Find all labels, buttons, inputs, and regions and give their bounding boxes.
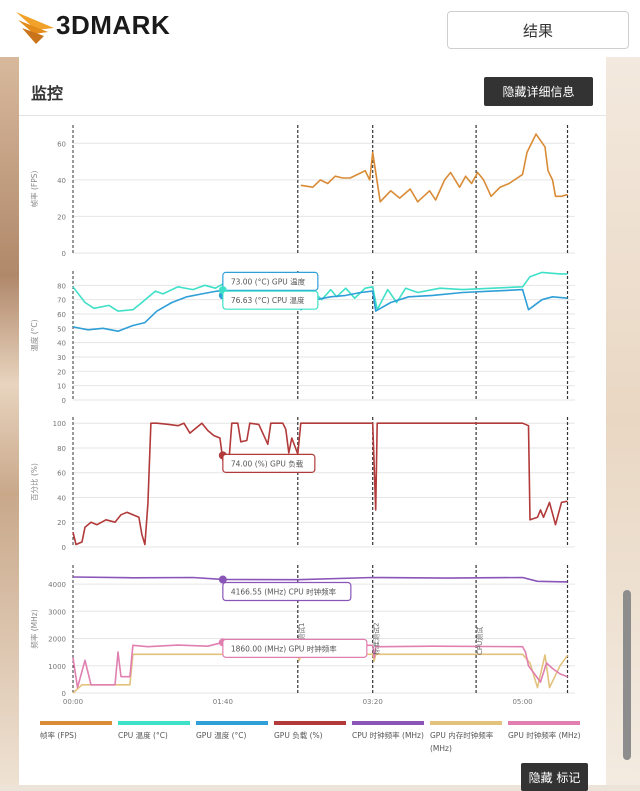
background-artwork-left: [0, 57, 19, 785]
legend-swatch: [508, 721, 580, 725]
monitoring-chart: 0 20 40 60 帧率 (FPS) 0 10 20 30 40 50 60 70 80 温度 (°C) 0…: [29, 125, 575, 706]
hide-markers-button[interactable]: 隐藏 标记: [521, 763, 588, 791]
panel-title: 监控: [31, 84, 64, 103]
y-tick-label: 0: [62, 690, 66, 698]
legend-item[interactable]: GPU 温度 (°C): [196, 721, 271, 742]
y-tick-label: 20: [57, 519, 66, 527]
y-axis-label: 温度 (°C): [29, 319, 39, 351]
tooltip-box: [222, 290, 319, 310]
y-tick-label: 2000: [48, 636, 66, 644]
y-tick-label: 0: [62, 250, 66, 258]
y-tick-label: 1000: [48, 663, 66, 671]
series-line-cpu_clock: [72, 576, 568, 583]
y-tick-label: 40: [57, 177, 66, 185]
legend-label: 帧率 (FPS): [40, 731, 77, 740]
series-line-gpu_mem_clock: [72, 653, 569, 694]
legend-swatch: [430, 721, 502, 725]
legend-swatch: [118, 721, 190, 725]
legend-swatch: [40, 721, 112, 725]
y-axis-label: 频率 (MHz): [29, 609, 39, 648]
x-tick-label: 03:20: [363, 698, 383, 706]
y-tick-label: 40: [57, 494, 66, 502]
results-button[interactable]: 结果: [447, 11, 629, 49]
series-line-gpu_load: [72, 422, 568, 546]
tooltip-text: 74.00 (%) GPU 负载: [231, 458, 304, 468]
x-tick-label: 01:40: [213, 698, 233, 706]
legend-swatch: [196, 721, 268, 725]
legend-item[interactable]: CPU 温度 (°C): [118, 721, 193, 742]
y-tick-label: 30: [57, 354, 66, 362]
app-header: 3DMARK 结果: [0, 0, 640, 57]
tooltip-box: [222, 581, 352, 602]
legend-item[interactable]: GPU 内存时钟频率 (MHz): [430, 721, 505, 755]
panel-divider: [19, 115, 606, 116]
legend-item[interactable]: 帧率 (FPS): [40, 721, 115, 742]
y-tick-label: 4000: [48, 581, 66, 589]
page-scrollbar[interactable]: [623, 590, 631, 760]
tooltip-text: 1860.00 (MHz) GPU 时钟频率: [231, 643, 337, 653]
tooltip-text: 4166.55 (MHz) CPU 时钟频率: [231, 587, 337, 597]
y-tick-label: 40: [57, 340, 66, 348]
y-tick-label: 60: [57, 470, 66, 478]
legend-label: CPU 时钟频率 (MHz): [352, 731, 424, 740]
legend-item[interactable]: CPU 时钟频率 (MHz): [352, 721, 427, 742]
series-line-fps: [300, 133, 568, 203]
legend-label: GPU 内存时钟频率 (MHz): [430, 731, 494, 753]
hide-details-button[interactable]: 隐藏详细信息: [484, 77, 593, 106]
legend-label: CPU 温度 (°C): [118, 731, 168, 740]
brand-wordmark: 3DMARK: [56, 10, 171, 40]
series-line-gpu_temp: [72, 286, 568, 332]
legend-swatch: [274, 721, 346, 725]
y-tick-label: 100: [53, 420, 66, 428]
legend-swatch: [352, 721, 424, 725]
y-tick-label: 3000: [48, 608, 66, 616]
3dmark-logo-icon: [16, 12, 54, 44]
legend-label: GPU 时钟频率 (MHz): [508, 731, 581, 740]
y-tick-label: 20: [57, 213, 66, 221]
x-tick-label: 05:00: [512, 698, 532, 706]
tooltip-box: [222, 453, 316, 473]
legend-label: GPU 负载 (%): [274, 731, 323, 740]
marker-label: CPU测试: [475, 627, 484, 655]
y-tick-label: 80: [57, 445, 66, 453]
tooltip-text: 76.63 (°C) CPU 温度: [231, 295, 305, 305]
y-tick-label: 0: [62, 397, 66, 405]
marker-label: 标准测试2: [372, 623, 381, 655]
tooltip-text: 73.00 (°C) GPU 温度: [231, 276, 306, 286]
tooltip-box: [222, 271, 319, 291]
y-tick-label: 60: [57, 140, 66, 148]
y-tick-label: 0: [62, 544, 66, 552]
x-tick-label: 00:00: [63, 698, 83, 706]
y-tick-label: 80: [57, 282, 66, 290]
y-tick-label: 60: [57, 311, 66, 319]
legend-label: GPU 温度 (°C): [196, 731, 247, 740]
y-axis-label: 帧率 (FPS): [29, 171, 39, 208]
legend-item[interactable]: GPU 时钟频率 (MHz): [508, 721, 583, 742]
tooltip-box: [222, 638, 368, 658]
tooltip-dot: [218, 575, 227, 584]
y-tick-label: 50: [57, 325, 66, 333]
monitoring-panel: 监控 隐藏详细信息 0 20 40 60 帧率 (FPS) 0 10 20 30 40 50 60 70…: [19, 57, 606, 791]
y-tick-label: 70: [57, 297, 66, 305]
y-tick-label: 20: [57, 368, 66, 376]
legend-item[interactable]: GPU 负载 (%): [274, 721, 349, 742]
y-axis-label: 百分比 (%): [29, 463, 39, 501]
y-tick-label: 10: [57, 383, 66, 391]
